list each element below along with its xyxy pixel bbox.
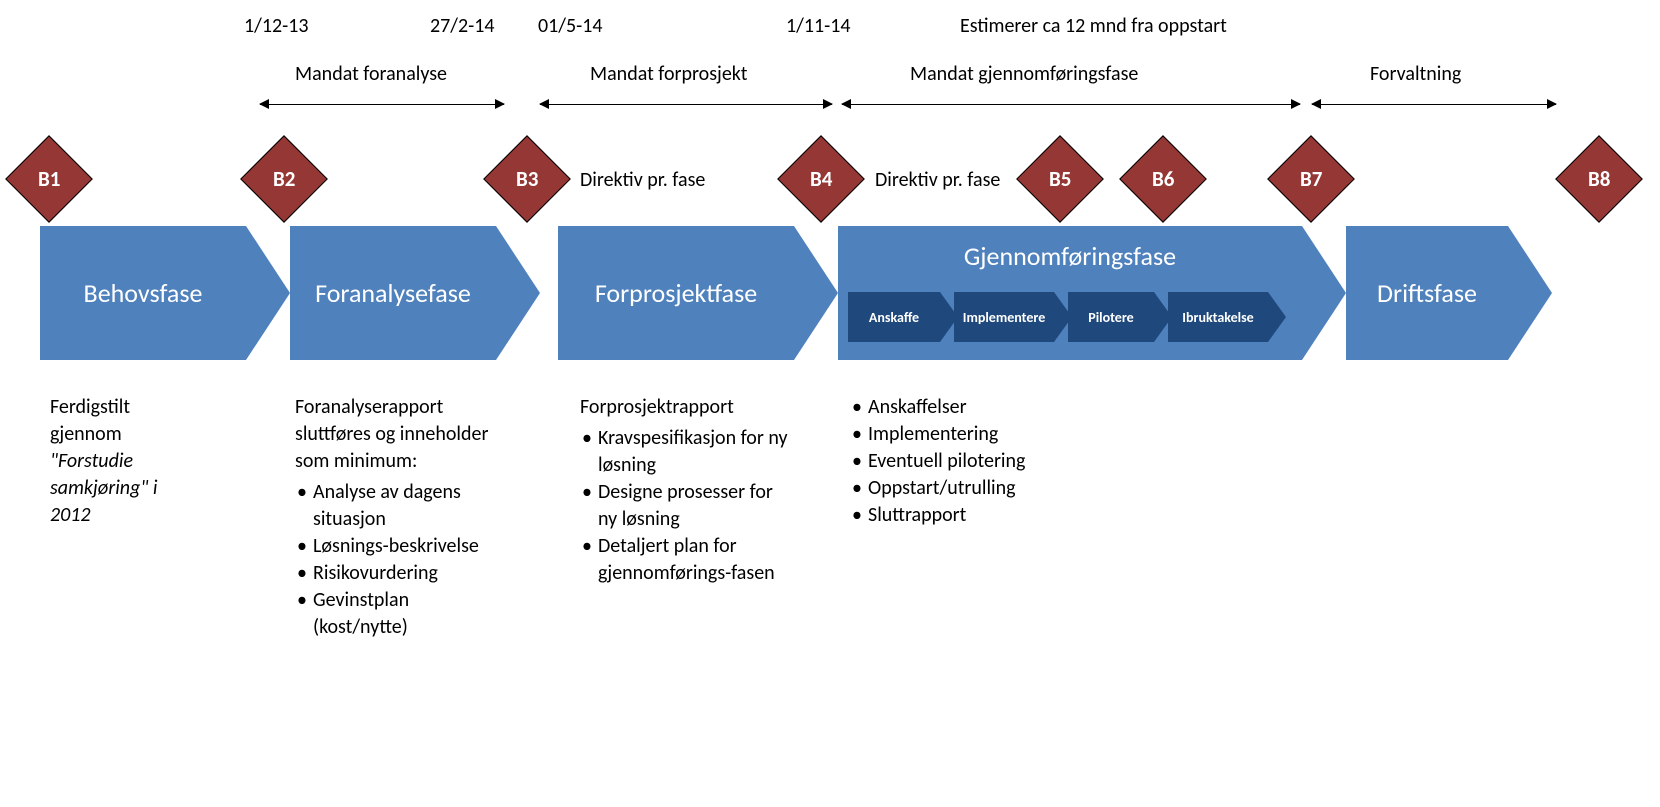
date-2: 27/2-14 <box>430 14 495 38</box>
diagram-canvas: 1/12-13 27/2-14 01/5-14 1/11-14 Estimere… <box>0 0 1660 807</box>
span-arrow-1 <box>260 104 504 105</box>
phase-foranalyse: Foranalysefase <box>290 226 540 360</box>
phase-forprosjekt-point <box>794 226 838 360</box>
phase-drift-label: Driftsfase <box>1346 226 1508 360</box>
date-1: 1/12-13 <box>244 14 309 38</box>
milestone-b6: B6 <box>1119 135 1207 223</box>
mandat-foranalyse: Mandat foranalyse <box>295 62 447 86</box>
milestone-b8: B8 <box>1555 135 1643 223</box>
direktiv-1: Direktiv pr. fase <box>580 168 705 192</box>
milestone-b7: B7 <box>1267 135 1355 223</box>
subphase-implementere: Implementere <box>954 292 1072 342</box>
phase-gjenn-body: Gjennomføringsfase Anskaffe Implementere… <box>838 226 1302 360</box>
phase-behov-point <box>246 226 290 360</box>
phase-gjenn-label: Gjennomføringsfase <box>838 240 1302 272</box>
subphase-ibruktakelse: Ibruktakelse <box>1168 292 1286 342</box>
phase-foranalyse-point <box>496 226 540 360</box>
desc-foranalyse: Foranalyserapport sluttføres og innehold… <box>295 394 505 641</box>
date-4: 1/11-14 <box>786 14 851 38</box>
date-estimate: Estimerer ca 12 mnd fra oppstart <box>960 14 1227 38</box>
phase-behov-label: Behovsfase <box>40 226 246 360</box>
milestone-b1: B1 <box>5 135 93 223</box>
direktiv-2: Direktiv pr. fase <box>875 168 1000 192</box>
desc-forprosjekt: Forprosjektrapport Kravspesifikasjon for… <box>580 394 790 587</box>
phase-behov: Behovsfase <box>40 226 290 360</box>
date-3: 01/5-14 <box>538 14 603 38</box>
mandat-gjennomforing: Mandat gjennomføringsfase <box>910 62 1138 86</box>
mandat-forprosjekt: Mandat forprosjekt <box>590 62 747 86</box>
subphase-row: Anskaffe Implementere Pilotere Ibruktake… <box>848 292 1286 342</box>
phase-foranalyse-label: Foranalysefase <box>290 226 496 360</box>
span-arrow-3 <box>842 104 1300 105</box>
phase-gjennomforing: Gjennomføringsfase Anskaffe Implementere… <box>838 226 1346 360</box>
phase-gjenn-point <box>1302 226 1346 360</box>
desc-gjenn: Anskaffelser Implementering Eventuell pi… <box>850 394 1110 529</box>
milestone-b3: B3 <box>483 135 571 223</box>
mandat-forvaltning: Forvaltning <box>1370 62 1461 86</box>
phase-drift: Driftsfase <box>1346 226 1552 360</box>
desc-behov: Ferdigstilt gjennom "Forstudie samkjørin… <box>50 394 230 529</box>
phase-forprosjekt-label: Forprosjektfase <box>558 226 794 360</box>
subphase-anskaffe: Anskaffe <box>848 292 958 342</box>
span-arrow-4 <box>1312 104 1556 105</box>
milestone-b5: B5 <box>1016 135 1104 223</box>
span-arrow-2 <box>540 104 832 105</box>
phase-forprosjekt: Forprosjektfase <box>558 226 838 360</box>
milestone-b4: B4 <box>777 135 865 223</box>
subphase-pilotere: Pilotere <box>1068 292 1172 342</box>
phase-drift-point <box>1508 226 1552 360</box>
milestone-b2: B2 <box>240 135 328 223</box>
